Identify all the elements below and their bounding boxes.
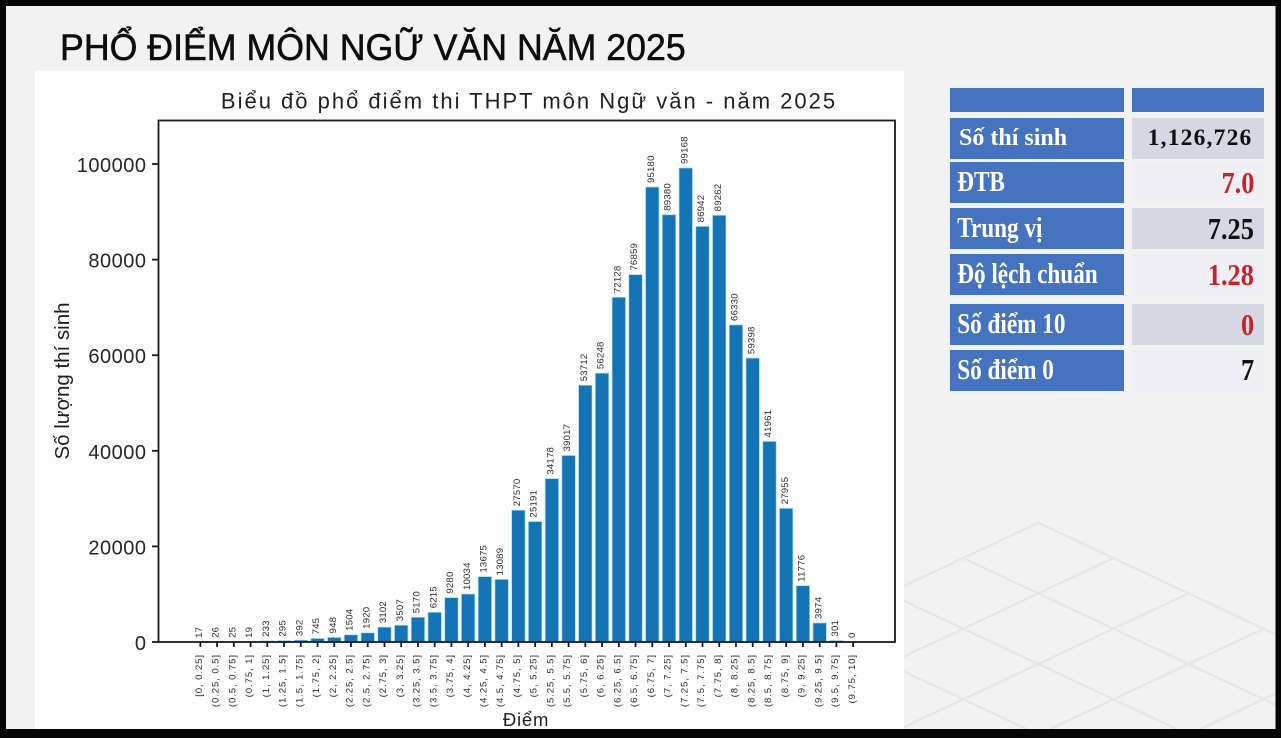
svg-text:745: 745: [311, 618, 322, 635]
svg-text:66330: 66330: [730, 293, 741, 321]
svg-text:(1, 1.25]: (1, 1.25]: [261, 654, 272, 697]
svg-text:(8.25, 8.5]: (8.25, 8.5]: [746, 654, 757, 707]
svg-text:86942: 86942: [696, 195, 707, 223]
svg-text:76859: 76859: [629, 243, 640, 271]
svg-text:40000: 40000: [88, 442, 146, 464]
svg-text:(3, 3.25]: (3, 3.25]: [395, 654, 406, 697]
svg-text:9280: 9280: [445, 571, 456, 593]
svg-text:0: 0: [135, 633, 147, 655]
svg-text:(1.5, 1.75]: (1.5, 1.75]: [294, 654, 305, 707]
svg-text:34178: 34178: [545, 447, 556, 475]
svg-text:(6.5, 6.75]: (6.5, 6.75]: [629, 654, 640, 707]
svg-text:(4.5, 4.75]: (4.5, 4.75]: [495, 654, 506, 707]
svg-text:(9.5, 9.75]: (9.5, 9.75]: [830, 654, 841, 707]
svg-text:27570: 27570: [512, 479, 523, 507]
svg-text:(2.25, 2.5]: (2.25, 2.5]: [345, 654, 356, 707]
svg-text:295: 295: [278, 620, 289, 637]
svg-text:(7.25, 7.5]: (7.25, 7.5]: [679, 654, 690, 707]
svg-text:0: 0: [847, 632, 858, 638]
svg-text:89262: 89262: [713, 184, 724, 212]
svg-text:3102: 3102: [378, 601, 389, 623]
svg-text:(0.25, 0.5]: (0.25, 0.5]: [211, 654, 222, 707]
svg-text:39017: 39017: [562, 424, 573, 452]
svg-text:(8, 8.25]: (8, 8.25]: [730, 654, 741, 697]
svg-text:Biểu đồ phổ điểm thi THPT môn: Biểu đồ phổ điểm thi THPT môn Ngữ văn - …: [221, 89, 837, 114]
svg-text:72128: 72128: [612, 266, 623, 294]
svg-text:(3.25, 3.5]: (3.25, 3.5]: [412, 654, 423, 707]
svg-text:60000: 60000: [88, 346, 146, 368]
svg-text:(7, 7.25]: (7, 7.25]: [663, 654, 674, 697]
svg-text:100000: 100000: [77, 155, 147, 177]
svg-text:(4.75, 5]: (4.75, 5]: [512, 654, 523, 697]
svg-text:27955: 27955: [780, 477, 791, 505]
svg-text:[0, 0.25]: [0, 0.25]: [194, 654, 205, 697]
svg-text:(2, 2.25]: (2, 2.25]: [328, 654, 339, 697]
svg-text:(8.75, 9]: (8.75, 9]: [780, 654, 791, 697]
svg-text:(9, 9.25]: (9, 9.25]: [797, 654, 808, 697]
svg-text:59398: 59398: [746, 326, 757, 354]
svg-text:(9.25, 9.5]: (9.25, 9.5]: [813, 654, 824, 707]
svg-text:3507: 3507: [395, 599, 406, 621]
svg-text:3974: 3974: [813, 596, 824, 619]
svg-text:(5, 5.25]: (5, 5.25]: [529, 654, 540, 697]
svg-text:(5.25, 5.5]: (5.25, 5.5]: [545, 654, 556, 707]
svg-text:(3.75, 4]: (3.75, 4]: [445, 654, 456, 697]
svg-text:26: 26: [211, 627, 222, 638]
svg-text:Số lượng thí sinh: Số lượng thí sinh: [51, 302, 74, 459]
svg-text:(1.75, 2]: (1.75, 2]: [311, 654, 322, 697]
svg-text:80000: 80000: [88, 251, 146, 273]
svg-text:(9.75, 10]: (9.75, 10]: [847, 654, 858, 704]
svg-text:(1.25, 1.5]: (1.25, 1.5]: [278, 654, 289, 707]
svg-text:(7.5, 7.75]: (7.5, 7.75]: [696, 654, 707, 707]
svg-text:1504: 1504: [345, 608, 356, 631]
svg-text:(6.25, 6.5]: (6.25, 6.5]: [612, 654, 623, 707]
svg-text:(6.75, 7]: (6.75, 7]: [646, 654, 657, 697]
svg-text:(6, 6.25]: (6, 6.25]: [596, 654, 607, 697]
svg-text:99168: 99168: [679, 136, 690, 164]
svg-text:56248: 56248: [596, 341, 607, 369]
svg-text:20000: 20000: [88, 537, 146, 559]
svg-text:95180: 95180: [646, 155, 657, 183]
svg-text:(5.75, 6]: (5.75, 6]: [579, 654, 590, 697]
svg-text:(7.75, 8]: (7.75, 8]: [713, 654, 724, 697]
svg-text:(0.5, 0.75]: (0.5, 0.75]: [227, 654, 238, 707]
svg-text:(5.5, 5.75]: (5.5, 5.75]: [562, 654, 573, 707]
svg-text:Điểm: Điểm: [503, 709, 549, 730]
svg-text:41961: 41961: [763, 410, 774, 438]
svg-text:10034: 10034: [462, 562, 473, 590]
svg-text:(0.75, 1]: (0.75, 1]: [244, 654, 255, 697]
svg-text:89380: 89380: [663, 183, 674, 211]
svg-text:5170: 5170: [412, 591, 423, 613]
svg-text:(2.5, 2.75]: (2.5, 2.75]: [361, 654, 372, 707]
svg-text:17: 17: [194, 627, 205, 638]
svg-text:25: 25: [227, 627, 238, 638]
svg-text:392: 392: [294, 620, 305, 637]
svg-text:948: 948: [328, 617, 339, 634]
svg-text:25191: 25191: [529, 490, 540, 518]
svg-text:301: 301: [830, 620, 841, 637]
svg-text:(2.75, 3]: (2.75, 3]: [378, 654, 389, 697]
svg-text:(4, 4.25]: (4, 4.25]: [462, 654, 473, 697]
svg-text:13089: 13089: [495, 548, 506, 576]
svg-text:19: 19: [244, 627, 255, 638]
svg-text:(3.5, 3.75]: (3.5, 3.75]: [428, 654, 439, 707]
svg-text:53712: 53712: [579, 354, 590, 382]
svg-text:11776: 11776: [797, 555, 808, 582]
svg-text:13675: 13675: [479, 545, 490, 573]
svg-text:(4.25, 4.5]: (4.25, 4.5]: [479, 654, 490, 707]
svg-text:6215: 6215: [428, 586, 439, 608]
svg-text:233: 233: [261, 620, 272, 637]
svg-text:1920: 1920: [361, 607, 372, 629]
svg-text:(8.5, 8.75]: (8.5, 8.75]: [763, 654, 774, 707]
